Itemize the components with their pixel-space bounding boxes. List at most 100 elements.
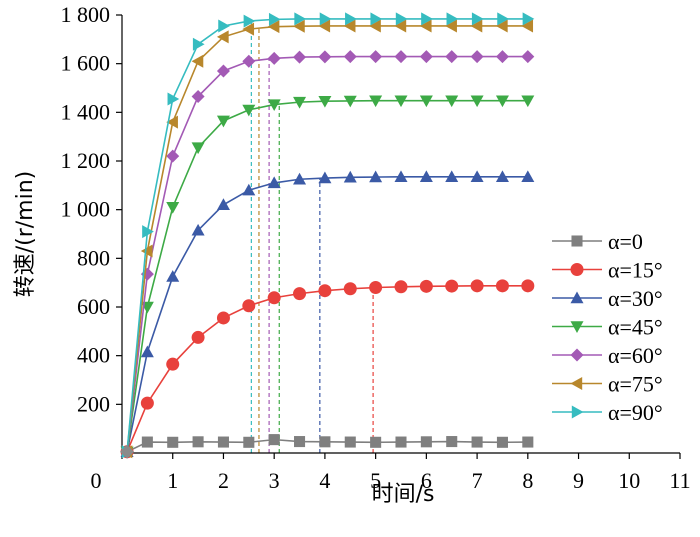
- data-point: [370, 12, 383, 26]
- data-point: [166, 202, 180, 214]
- y-tick-label: 1 000: [61, 197, 111, 222]
- data-point: [242, 54, 256, 68]
- data-point: [267, 51, 281, 65]
- data-point: [419, 50, 433, 64]
- data-point: [470, 95, 484, 108]
- data-point: [369, 170, 383, 183]
- data-point: [120, 444, 135, 459]
- x-tick-label: 2: [218, 468, 229, 493]
- data-point: [318, 171, 332, 184]
- data-point: [343, 95, 357, 108]
- data-point: [470, 50, 484, 64]
- series-line: [126, 18, 528, 452]
- data-point: [218, 19, 230, 33]
- data-point: [140, 396, 154, 410]
- data-point: [395, 12, 408, 26]
- data-point: [419, 19, 432, 33]
- series-line: [126, 285, 528, 453]
- data-point: [318, 50, 332, 64]
- data-point: [394, 19, 407, 33]
- axes: 0 1 2 3 4 5 6 7 8 9 10 11 200 400 600 800 1 000 1 200 1 40…: [61, 2, 691, 493]
- series-4: [120, 50, 535, 459]
- data-point: [446, 12, 459, 26]
- data-point: [521, 279, 535, 293]
- data-point: [495, 19, 508, 33]
- data-point: [294, 436, 306, 448]
- data-point: [216, 64, 230, 78]
- data-point: [571, 235, 583, 247]
- legend: α=0 α=15° α=30° α=45° α=60° α=75° α=90°: [552, 229, 663, 425]
- data-point: [268, 434, 280, 446]
- data-point: [319, 12, 332, 26]
- data-point: [521, 170, 535, 183]
- series-5: [120, 19, 534, 459]
- data-point: [420, 436, 432, 448]
- legend-item-3: α=45°: [552, 315, 663, 340]
- legend-label: α=0: [608, 229, 643, 254]
- legend-label: α=60°: [608, 343, 663, 368]
- legend-label: α=30°: [608, 286, 663, 311]
- data-point: [470, 279, 484, 293]
- data-point: [471, 436, 483, 448]
- data-point: [495, 50, 509, 64]
- x-axis-title: 时间/s: [372, 482, 435, 507]
- x-tick-label: 9: [573, 468, 584, 493]
- data-point: [343, 50, 357, 64]
- legend-item-2: α=30°: [552, 286, 663, 311]
- legend-item-4: α=60°: [552, 343, 663, 368]
- series-0: [126, 434, 534, 453]
- legend-item-5: α=75°: [552, 372, 663, 397]
- data-point: [445, 170, 459, 183]
- data-point: [445, 95, 459, 108]
- legend-item-6: α=90°: [552, 400, 663, 425]
- data-point: [419, 279, 433, 293]
- data-point: [370, 436, 382, 448]
- data-point: [191, 223, 205, 236]
- data-point: [216, 198, 230, 210]
- x-tick-label: 5: [370, 468, 381, 493]
- data-point: [166, 115, 178, 129]
- data-point: [141, 436, 153, 448]
- data-point: [495, 95, 509, 108]
- data-point: [293, 19, 305, 33]
- series-line: [126, 25, 528, 452]
- x-tick-label: 1: [167, 468, 178, 493]
- legend-label: α=15°: [608, 258, 663, 283]
- data-point: [521, 50, 535, 64]
- data-point: [345, 12, 357, 26]
- data-point: [394, 280, 408, 294]
- data-point: [521, 95, 535, 108]
- data-point: [192, 436, 204, 448]
- series-line: [126, 176, 528, 452]
- data-point: [394, 170, 408, 183]
- x-tick-label: 11: [669, 468, 690, 493]
- data-point: [570, 321, 584, 333]
- y-tick-label: 400: [77, 343, 110, 368]
- data-point: [242, 183, 256, 196]
- legend-label: α=75°: [608, 372, 663, 397]
- data-point: [142, 225, 154, 239]
- data-point: [243, 14, 256, 28]
- data-point: [343, 282, 357, 296]
- legend-label: α=45°: [608, 315, 663, 340]
- y-tick-label: 600: [77, 294, 110, 319]
- data-point: [344, 436, 356, 448]
- y-tick-label: 1 400: [61, 99, 111, 124]
- y-tick-label: 1 800: [61, 2, 111, 27]
- data-point: [191, 330, 205, 344]
- x-tick-label: 10: [618, 468, 640, 493]
- x-tick-label: 8: [522, 468, 533, 493]
- data-point: [166, 270, 180, 282]
- data-point: [267, 99, 281, 112]
- data-point: [571, 405, 584, 419]
- legend-item-0: α=0: [552, 229, 643, 254]
- series-line: [126, 99, 528, 452]
- data-point: [192, 37, 205, 51]
- x-tick-label: 6: [421, 468, 432, 493]
- data-point: [167, 436, 179, 448]
- x-tick-label: 0: [91, 468, 102, 493]
- data-point: [242, 104, 256, 117]
- data-point: [446, 436, 458, 448]
- y-tick-label: 1 600: [61, 51, 111, 76]
